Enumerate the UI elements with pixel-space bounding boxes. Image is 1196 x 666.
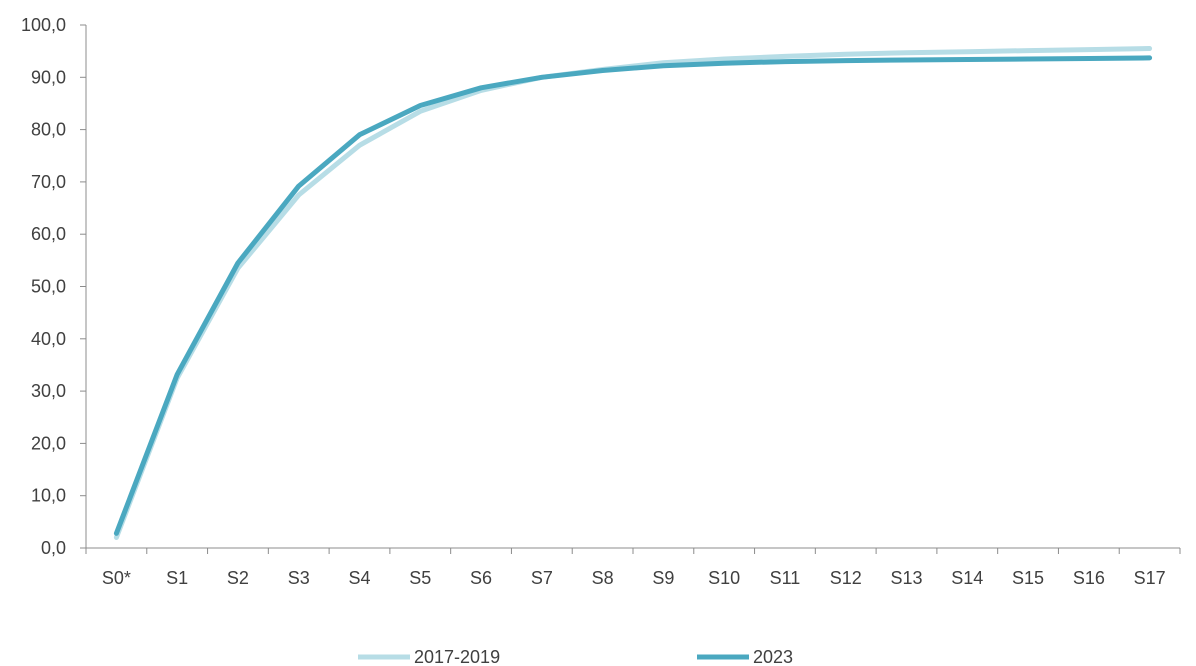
y-tick-label: 80,0 bbox=[31, 120, 66, 140]
x-tick-label: S6 bbox=[470, 568, 492, 588]
x-tick-label: S4 bbox=[348, 568, 370, 588]
y-tick-label: 0,0 bbox=[41, 538, 66, 558]
x-tick-label: S10 bbox=[708, 568, 740, 588]
x-tick-label: S15 bbox=[1012, 568, 1044, 588]
y-tick-label: 40,0 bbox=[31, 329, 66, 349]
x-tick-label: S3 bbox=[288, 568, 310, 588]
x-tick-label: S13 bbox=[890, 568, 922, 588]
x-tick-label: S7 bbox=[531, 568, 553, 588]
x-tick-label: S2 bbox=[227, 568, 249, 588]
axes: 0,0 10,0 20,0 30,0 40,0 50,0 60,0 70,0 80,0 90,0 1… bbox=[21, 15, 1181, 588]
y-tick-label: 50,0 bbox=[31, 277, 66, 297]
x-tick-label: S5 bbox=[409, 568, 431, 588]
x-tick-label: S9 bbox=[652, 568, 674, 588]
y-tick-label: 100,0 bbox=[21, 15, 66, 35]
x-tick-label: S14 bbox=[951, 568, 983, 588]
x-tick-label: S16 bbox=[1073, 568, 1105, 588]
x-tick-label: S12 bbox=[830, 568, 862, 588]
x-tick-label: S8 bbox=[592, 568, 614, 588]
x-tick-label: S0* bbox=[102, 568, 131, 588]
legend-label: 2023 bbox=[753, 647, 793, 666]
y-tick-label: 20,0 bbox=[31, 433, 66, 453]
y-tick-label: 10,0 bbox=[31, 486, 66, 506]
legend: 2017-2019 2023 bbox=[358, 647, 793, 666]
series-layer bbox=[113, 46, 1153, 540]
y-tick-label: 70,0 bbox=[31, 172, 66, 192]
series-line-2017-2019 bbox=[113, 46, 1153, 540]
series-line-2023 bbox=[113, 55, 1153, 536]
x-tick-label: S17 bbox=[1134, 568, 1166, 588]
y-tick-label: 90,0 bbox=[31, 67, 66, 87]
x-tick-label: S1 bbox=[166, 568, 188, 588]
y-tick-label: 30,0 bbox=[31, 381, 66, 401]
legend-label: 2017-2019 bbox=[414, 647, 500, 666]
x-tick-label: S11 bbox=[770, 568, 801, 588]
y-tick-label: 60,0 bbox=[31, 224, 66, 244]
